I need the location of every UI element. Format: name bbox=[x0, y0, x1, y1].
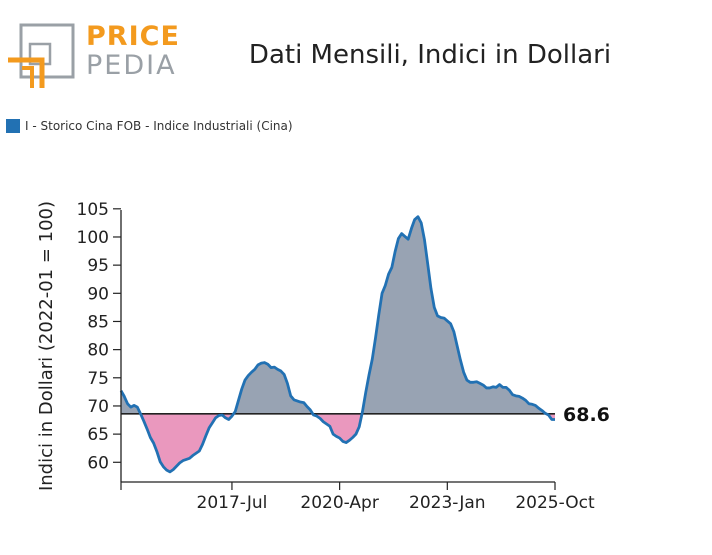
y-tick-label-70: 70 bbox=[87, 397, 109, 417]
area-below-reference-3 bbox=[312, 413, 362, 443]
y-tick-label-90: 90 bbox=[87, 284, 109, 304]
logo-text-price: PRICE bbox=[86, 21, 180, 52]
legend-swatch bbox=[6, 119, 20, 133]
logo-text-pedia: PEDIA bbox=[86, 50, 177, 81]
y-tick-label-95: 95 bbox=[87, 256, 109, 276]
chart-title: Dati Mensili, Indici in Dollari bbox=[248, 40, 612, 70]
legend-entry-label: I - Storico Cina FOB - Indice Industrial… bbox=[25, 119, 293, 133]
x-tick-label-2017-Jul: 2017-Jul bbox=[197, 493, 268, 513]
series-line bbox=[119, 215, 555, 474]
logo-mark-icon bbox=[8, 23, 75, 88]
x-tick-label-2023-Jan: 2023-Jan bbox=[409, 493, 486, 513]
area-above-reference-2 bbox=[233, 362, 313, 414]
y-axis-title: Indici in Dollari (2022-01 = 100) bbox=[36, 201, 57, 491]
y-tick-label-60: 60 bbox=[87, 453, 109, 473]
y-tick-label-85: 85 bbox=[87, 312, 109, 332]
pricepedia-logo: PRICE PEDIA bbox=[8, 22, 179, 92]
x-tick-label-2020-Apr: 2020-Apr bbox=[300, 493, 378, 513]
last-value-label: 68.6 bbox=[563, 404, 610, 426]
y-tick-label-80: 80 bbox=[87, 341, 109, 361]
area-above-reference-0 bbox=[121, 390, 141, 414]
y-tick-label-75: 75 bbox=[87, 369, 109, 389]
area-below-reference-1 bbox=[140, 413, 234, 472]
x-tick-label-2025-Oct: 2025-Oct bbox=[515, 493, 595, 513]
area-above-reference-4 bbox=[361, 216, 547, 414]
y-tick-label-65: 65 bbox=[87, 425, 109, 445]
chart-legend[interactable]: I - Storico Cina FOB - Indice Industrial… bbox=[6, 119, 293, 133]
y-tick-label-105: 105 bbox=[77, 200, 109, 220]
y-tick-label-100: 100 bbox=[77, 228, 109, 248]
